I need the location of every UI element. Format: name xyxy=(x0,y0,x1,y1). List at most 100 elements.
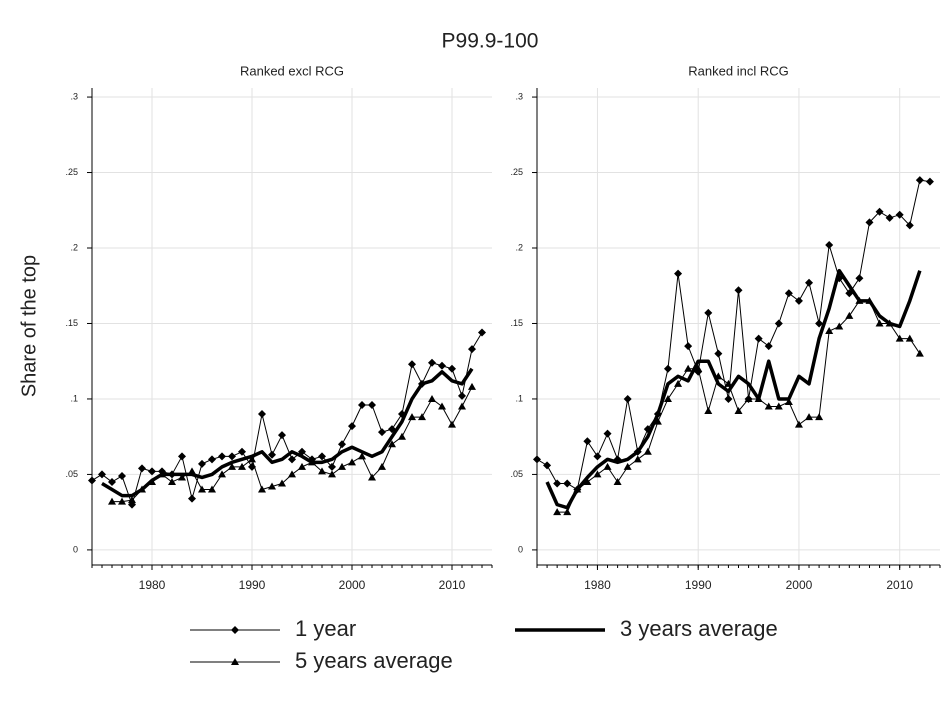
x-tick-label: 2000 xyxy=(786,578,813,592)
point-marker xyxy=(428,394,436,402)
point-marker xyxy=(338,462,346,470)
point-marker xyxy=(734,286,743,295)
point-marker xyxy=(148,477,156,485)
point-marker xyxy=(643,447,652,455)
point-marker xyxy=(238,447,246,456)
point-marker xyxy=(428,358,436,367)
point-marker xyxy=(714,349,723,358)
point-marker xyxy=(198,485,206,493)
point-marker xyxy=(563,479,572,488)
y-tick-label: .15 xyxy=(510,318,523,328)
point-marker xyxy=(805,413,814,421)
point-marker xyxy=(348,422,356,431)
point-marker xyxy=(148,467,156,476)
point-marker xyxy=(98,470,106,479)
point-marker xyxy=(108,497,116,505)
y-tick-label: .3 xyxy=(70,91,78,101)
point-marker xyxy=(278,479,286,487)
point-marker xyxy=(875,207,884,216)
y-tick-label: .3 xyxy=(515,91,523,101)
point-marker xyxy=(543,461,552,470)
point-marker xyxy=(268,482,276,490)
point-marker xyxy=(865,296,874,304)
point-marker xyxy=(408,360,416,369)
point-marker xyxy=(905,221,914,230)
y-tick-label: .05 xyxy=(510,469,523,479)
point-marker xyxy=(885,213,894,222)
point-marker xyxy=(288,455,296,464)
point-marker xyxy=(915,176,924,185)
point-marker xyxy=(268,450,276,459)
point-marker xyxy=(744,394,753,402)
legend-label: 1 year xyxy=(295,616,356,641)
point-marker xyxy=(593,452,602,461)
point-marker xyxy=(208,455,216,464)
point-marker xyxy=(278,431,286,440)
point-marker xyxy=(663,364,672,373)
point-marker xyxy=(408,413,416,421)
point-marker xyxy=(338,440,346,449)
point-marker xyxy=(835,322,844,330)
y-axis-label: Share of the top xyxy=(18,255,40,397)
point-marker xyxy=(198,459,206,468)
point-marker xyxy=(398,432,406,440)
point-marker xyxy=(258,485,266,493)
point-marker xyxy=(855,274,864,283)
point-marker xyxy=(764,402,773,410)
y-tick-label: 0 xyxy=(518,544,523,554)
point-marker xyxy=(633,455,642,463)
y-tick-label: .25 xyxy=(65,167,78,177)
point-marker xyxy=(674,269,683,278)
point-marker xyxy=(378,428,386,437)
legend-label: 3 years average xyxy=(620,616,778,641)
x-tick-label: 1980 xyxy=(139,578,166,592)
point-marker xyxy=(318,467,326,475)
point-marker xyxy=(118,471,126,480)
point-marker xyxy=(724,394,733,403)
point-marker xyxy=(108,477,116,486)
point-marker xyxy=(825,240,834,249)
point-marker xyxy=(815,319,824,328)
point-marker xyxy=(925,177,934,186)
point-marker xyxy=(388,440,396,448)
point-marker xyxy=(573,485,582,493)
series-line xyxy=(536,179,930,491)
point-marker xyxy=(328,462,336,471)
point-marker xyxy=(248,455,256,463)
y-tick-label: .1 xyxy=(70,393,78,403)
point-marker xyxy=(218,452,226,461)
point-marker xyxy=(308,458,316,466)
point-marker xyxy=(563,508,572,516)
point-marker xyxy=(178,452,186,461)
point-marker xyxy=(533,455,541,464)
point-marker xyxy=(915,349,924,357)
point-marker xyxy=(714,372,723,380)
point-marker xyxy=(724,379,733,387)
point-marker xyxy=(794,296,803,305)
point-marker xyxy=(845,311,854,319)
point-marker xyxy=(478,328,486,337)
point-marker xyxy=(438,402,446,410)
point-marker xyxy=(458,402,466,410)
point-marker xyxy=(138,485,146,493)
point-marker xyxy=(794,420,803,428)
point-marker xyxy=(684,364,693,372)
point-marker xyxy=(684,342,693,351)
point-marker xyxy=(583,437,592,446)
point-marker xyxy=(774,402,783,410)
point-marker xyxy=(208,485,216,493)
x-tick-label: 2000 xyxy=(339,578,366,592)
point-marker xyxy=(865,218,874,227)
point-marker xyxy=(774,319,783,328)
point-marker xyxy=(468,345,476,354)
point-marker xyxy=(118,497,126,505)
point-marker xyxy=(593,470,602,478)
x-tick-label: 2010 xyxy=(886,578,913,592)
point-marker xyxy=(358,452,366,460)
point-marker xyxy=(238,462,246,470)
point-marker xyxy=(895,210,904,219)
x-tick-label: 2010 xyxy=(439,578,466,592)
point-marker xyxy=(694,364,703,372)
point-marker xyxy=(448,420,456,428)
